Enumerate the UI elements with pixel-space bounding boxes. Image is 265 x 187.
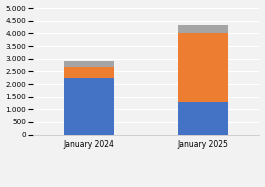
Bar [64,78,114,135]
Bar [64,67,114,78]
Bar [64,61,114,67]
Bar [178,33,228,102]
Bar [178,24,228,33]
Bar [178,102,228,135]
